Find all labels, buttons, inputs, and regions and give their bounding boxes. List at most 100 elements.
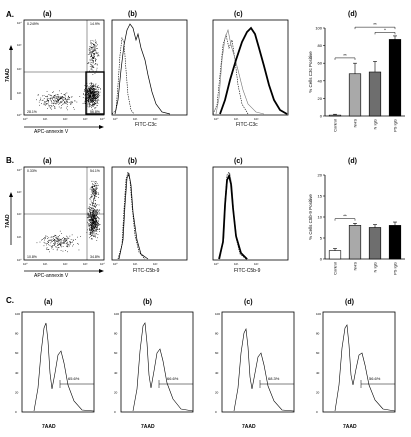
scatter-point [88,215,89,217]
svg-text:10²: 10² [63,262,67,266]
scatter-point [96,48,98,49]
scatter-point [93,197,95,199]
scatter-point [88,103,89,105]
scatter-point [89,70,90,72]
scatter-point [90,200,92,202]
scatter-point [88,215,90,216]
scatter-point [96,89,98,91]
scatter-point [43,245,45,247]
scatter-point [90,230,92,232]
scatter-point [89,223,91,225]
scatter-point [90,63,91,65]
scatter-point [94,192,96,194]
scatter-point [99,228,100,230]
scatter-point [88,62,89,63]
scatter-point [91,109,93,110]
scatter-point [92,57,94,58]
scatter-point [47,249,49,250]
scatter-point [90,100,91,102]
nhs-histogram-curve [215,28,265,115]
scatter-point [96,184,97,186]
scatter-point [67,242,69,244]
scatter-point [64,98,66,100]
scatter-point [93,57,95,59]
scatter-point [95,230,97,232]
scatter-point [67,98,68,100]
scatter-point [88,207,90,209]
scatter-point [61,242,63,244]
hist-y-tick-label: 0 [215,410,217,414]
scatter-point [91,229,93,230]
scatter-point [96,63,98,65]
scatter-point [62,242,64,244]
row-a-scatter-plot: 0.249% 14.9% 28.1% 56.8% 10⁴10³10²10¹10⁰… [5,19,105,135]
scatter-point [92,230,94,231]
bar-y-tick-label: 20 [318,173,323,178]
scatter-point [93,213,95,215]
scatter-point [94,221,96,223]
hist-y-tick-label: 0 [15,410,17,414]
scatter-point [94,97,96,99]
scatter-point [94,224,95,225]
scatter-point [54,235,56,237]
scatter-point [93,217,95,219]
svg-text:10¹: 10¹ [234,262,238,266]
scatter-point [61,100,63,102]
scatter-point [93,89,94,91]
scatter-point [99,212,100,214]
scatter-point [53,105,54,106]
scatter-point [98,225,100,226]
scatter-point [87,96,89,98]
hist-y-tick-label: 100 [114,312,119,316]
scatter-point [91,215,93,217]
scatter-point [89,97,90,99]
scatter-point [55,102,57,104]
scatter-point [65,95,66,97]
scatter-point [92,227,93,229]
scatter-point [93,212,95,213]
scatter-point [93,223,94,225]
scatter-point [94,95,96,97]
scatter-point [88,228,90,229]
row-a-panel-d-label: (d) [348,11,357,18]
scatter-point [97,237,98,239]
scatter-point [62,99,64,101]
scatter-point [93,90,95,91]
scatter-point [46,247,48,249]
scatter-point [89,52,91,54]
scatter-point [65,240,67,241]
scatter-point [90,99,91,101]
scatter-point [56,236,58,238]
scatter-point [94,49,96,50]
scatter-point [93,203,95,204]
scatter-point [56,237,57,239]
scatter-point [91,189,93,191]
scatter-point [93,54,95,56]
scatter-point [57,99,58,101]
scatter-point [95,226,96,228]
scatter-point [90,104,91,105]
scatter-point [90,214,91,216]
scatter-point [92,210,93,212]
scatter-point [87,100,89,102]
scatter-point [60,96,62,97]
scatter-point [94,218,96,220]
scatter-point [90,214,92,216]
scatter-point [93,215,94,216]
scatter-point [92,223,94,225]
scatter-point [92,70,94,72]
gate-percent: 68.3% [268,376,280,381]
scatter-point [89,229,90,230]
scatter-point [87,105,89,107]
scatter-point [93,43,95,45]
scatter-point [95,107,97,108]
scatter-point [87,100,89,102]
scatter-point [91,92,93,94]
scatter-point [51,108,52,110]
scatter-point [53,243,54,244]
scatter-point [88,86,89,88]
scatter-point [67,251,68,253]
scatter-point [90,99,92,101]
scatter-point [90,232,91,233]
